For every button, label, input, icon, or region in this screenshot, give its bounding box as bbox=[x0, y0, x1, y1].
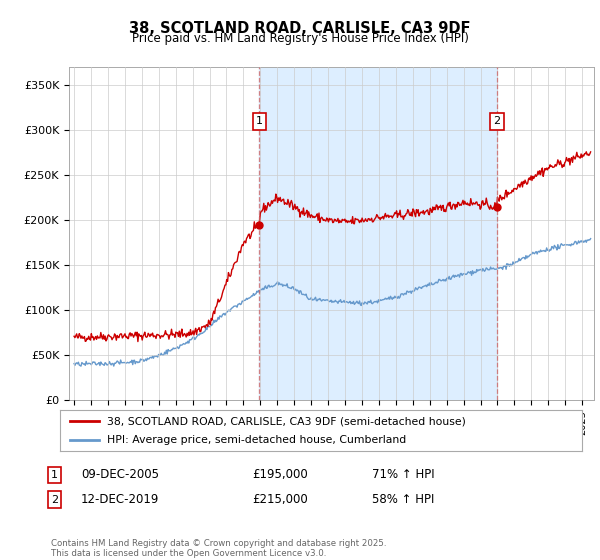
Text: 12-DEC-2019: 12-DEC-2019 bbox=[81, 493, 160, 506]
Text: 71% ↑ HPI: 71% ↑ HPI bbox=[372, 468, 434, 482]
Text: 58% ↑ HPI: 58% ↑ HPI bbox=[372, 493, 434, 506]
Text: 1: 1 bbox=[51, 470, 58, 480]
Text: Contains HM Land Registry data © Crown copyright and database right 2025.
This d: Contains HM Land Registry data © Crown c… bbox=[51, 539, 386, 558]
Text: £195,000: £195,000 bbox=[252, 468, 308, 482]
Text: 2: 2 bbox=[493, 116, 500, 126]
Text: Price paid vs. HM Land Registry's House Price Index (HPI): Price paid vs. HM Land Registry's House … bbox=[131, 32, 469, 45]
Bar bbox=[259, 67, 497, 400]
Text: 38, SCOTLAND ROAD, CARLISLE, CA3 9DF (semi-detached house): 38, SCOTLAND ROAD, CARLISLE, CA3 9DF (se… bbox=[107, 417, 466, 426]
Text: £215,000: £215,000 bbox=[252, 493, 308, 506]
Text: HPI: Average price, semi-detached house, Cumberland: HPI: Average price, semi-detached house,… bbox=[107, 435, 406, 445]
Text: 38, SCOTLAND ROAD, CARLISLE, CA3 9DF: 38, SCOTLAND ROAD, CARLISLE, CA3 9DF bbox=[129, 21, 471, 36]
Text: 09-DEC-2005: 09-DEC-2005 bbox=[81, 468, 159, 482]
Text: 2: 2 bbox=[51, 494, 58, 505]
Text: 1: 1 bbox=[256, 116, 263, 126]
